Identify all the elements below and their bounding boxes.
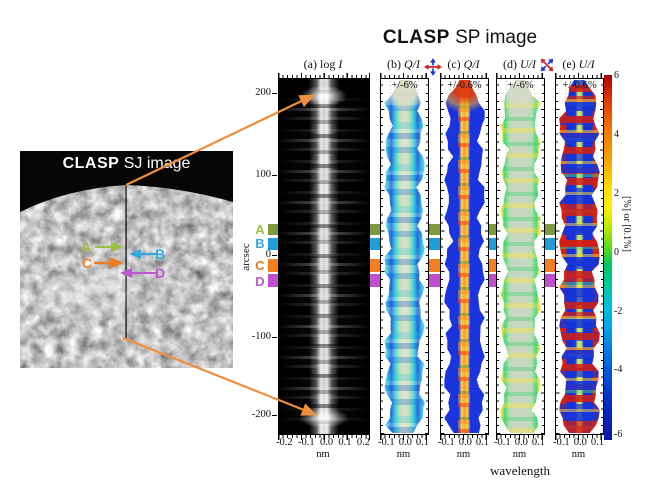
panel-a-x-unit: nm bbox=[316, 449, 330, 460]
panel-b-data-strip bbox=[384, 80, 425, 433]
panel-e-title: (e) U/I bbox=[562, 57, 595, 71]
panel-e-x-unit: nm bbox=[571, 449, 586, 460]
sj-label-d: D bbox=[154, 265, 166, 281]
sp-image-title: CLASP SP image bbox=[340, 27, 580, 49]
panel-b-QI-6pct: +/-6% bbox=[380, 73, 429, 440]
sj-image-title: CLASP SJ image bbox=[20, 155, 233, 173]
panel-b-title: (b) Q/I bbox=[387, 57, 420, 71]
panel-d-xticks: -0.1 0.0 0.1 bbox=[494, 437, 545, 448]
band-label-d: D bbox=[255, 274, 265, 289]
cbar-tick-m2: -2 bbox=[614, 306, 623, 317]
band-a bbox=[268, 224, 604, 235]
cbar-tick-6: 6 bbox=[614, 70, 619, 81]
sj-slit-line bbox=[125, 185, 127, 340]
cbar-tick-m6: -6 bbox=[614, 429, 623, 440]
panel-e-xticks: -0.1 0.0 0.1 bbox=[553, 437, 604, 448]
cbar-tick-m4: -4 bbox=[614, 364, 623, 375]
panel-e-data-strip bbox=[559, 80, 600, 433]
panel-c-title: (c) Q/I bbox=[447, 57, 480, 71]
band-label-c: C bbox=[255, 258, 265, 273]
panel-c-x-unit: nm bbox=[456, 449, 471, 460]
panel-b-xticks: -0.1 0.0 0.1 bbox=[378, 437, 429, 448]
panel-a-xticks: -0.2 -0.1 0.0 0.1 0.2 bbox=[276, 437, 370, 448]
qu-plus-cross-icon bbox=[423, 57, 443, 77]
panel-d-title: (d) U/I bbox=[503, 57, 536, 71]
cbar-tick-4: 4 bbox=[614, 129, 619, 140]
qu-x-cross-icon bbox=[539, 57, 555, 73]
band-label-a: A bbox=[255, 222, 265, 237]
band-label-b: B bbox=[255, 236, 265, 251]
panel-d-UI-6pct: +/-6% bbox=[496, 73, 545, 440]
panel-a-spectrogram bbox=[278, 73, 370, 440]
ytick-m200: -200 bbox=[251, 409, 271, 420]
panel-e-scale: +/-0.6% bbox=[562, 80, 597, 91]
panel-c-QI-06pct: +/-0.6% bbox=[440, 73, 489, 440]
panel-e-UI-06pct: +/-0.6% bbox=[555, 73, 604, 440]
ytick-200: 200 bbox=[255, 87, 271, 98]
ytick-m100: -100 bbox=[251, 331, 271, 342]
colorbar-label: [%] or [0.1%] bbox=[621, 196, 632, 252]
sj-label-a: A bbox=[80, 239, 92, 255]
panel-b-scale: +/-6% bbox=[391, 80, 418, 91]
colorbar bbox=[604, 75, 612, 440]
panel-c-scale: +/-0.6% bbox=[447, 80, 482, 91]
sj-image: CLASP SJ image bbox=[20, 151, 233, 368]
panel-b-x-unit: nm bbox=[396, 449, 411, 460]
panel-d-scale: +/-6% bbox=[507, 80, 534, 91]
sj-title-rest: SJ image bbox=[119, 155, 191, 172]
sj-label-c: C bbox=[81, 255, 93, 271]
sj-bright-patch bbox=[24, 263, 154, 321]
y-axis-label: arcsec bbox=[240, 243, 252, 271]
panel-a-title: (a) log I bbox=[303, 57, 343, 71]
x-axis-title: wavelength bbox=[490, 463, 550, 478]
sp-title-brand: CLASP bbox=[382, 27, 450, 48]
ytick-0: 0 bbox=[265, 249, 271, 260]
sj-title-brand: CLASP bbox=[62, 155, 120, 172]
cbar-tick-2: 2 bbox=[614, 188, 619, 199]
sj-granulation bbox=[20, 151, 233, 368]
sp-title-rest: SP image bbox=[449, 27, 538, 48]
panel-c-xticks: -0.1 0.0 0.1 bbox=[438, 437, 489, 448]
panel-d-x-unit: nm bbox=[512, 449, 527, 460]
ytick-100: 100 bbox=[255, 169, 271, 180]
panel-d-data-strip bbox=[500, 80, 541, 433]
cbar-tick-0: 0 bbox=[614, 247, 619, 258]
sj-label-b: B bbox=[154, 246, 166, 262]
